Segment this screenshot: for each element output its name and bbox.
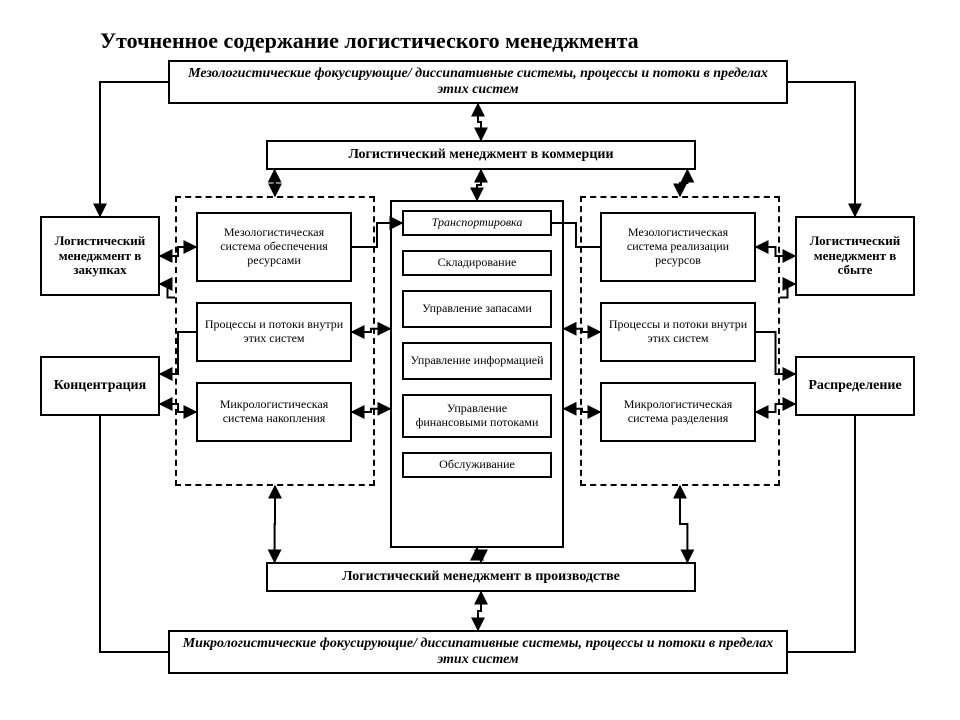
page-title: Уточненное содержание логистического мен… bbox=[100, 28, 639, 54]
node-right-sales: Логистический менеджмент в сбыте bbox=[795, 216, 915, 296]
node-lg-meso: Мезологистическая система обеспечения ре… bbox=[196, 212, 352, 282]
node-c-stocks: Управление запасами bbox=[402, 290, 552, 328]
node-lg-micro: Микрологистическая система накопления bbox=[196, 382, 352, 442]
node-c-service: Обслуживание bbox=[402, 452, 552, 478]
node-rg-meso: Мезологистическая система реализации рес… bbox=[600, 212, 756, 282]
node-left-purchase: Логистический менеджмент в закупках bbox=[40, 216, 160, 296]
node-c-storage: Складирование bbox=[402, 250, 552, 276]
node-right-distr: Распределение bbox=[795, 356, 915, 416]
node-production: Логистический менеджмент в производстве bbox=[266, 562, 696, 592]
node-c-info: Управление информацией bbox=[402, 342, 552, 380]
node-c-transport: Транспортировка bbox=[402, 210, 552, 236]
node-rg-micro: Микрологистическая система разделения bbox=[600, 382, 756, 442]
node-bottom-banner: Микрологистические фокусирующие/ диссипа… bbox=[168, 630, 788, 674]
node-commerce: Логистический менеджмент в коммерции bbox=[266, 140, 696, 170]
node-c-finance: Управление финансовыми потоками bbox=[402, 394, 552, 438]
node-lg-proc: Процессы и потоки внутри этих систем bbox=[196, 302, 352, 362]
diagram-stage: Уточненное содержание логистического мен… bbox=[0, 0, 960, 720]
node-left-concentr: Концентрация bbox=[40, 356, 160, 416]
node-top-banner: Мезологистические фокусирующие/ диссипат… bbox=[168, 60, 788, 104]
node-rg-proc: Процессы и потоки внутри этих систем bbox=[600, 302, 756, 362]
